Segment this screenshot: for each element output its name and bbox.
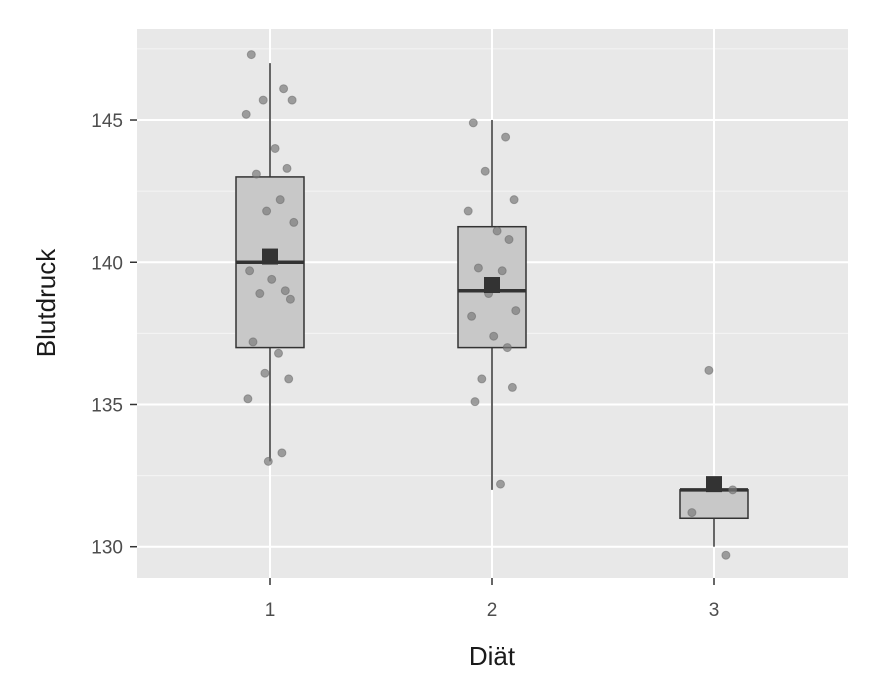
data-point — [262, 206, 272, 216]
data-point — [509, 195, 519, 205]
data-point — [687, 508, 697, 518]
y-axis-title: Blutdruck — [31, 248, 61, 357]
y-tick-label: 130 — [91, 538, 123, 559]
data-point — [284, 374, 294, 384]
x-tick-label: 1 — [265, 600, 276, 621]
mean-marker — [706, 476, 722, 493]
data-point — [275, 195, 285, 205]
data-point — [467, 311, 477, 321]
data-point — [480, 166, 490, 176]
data-point — [728, 485, 738, 495]
data-point — [248, 337, 258, 347]
x-tick-label: 3 — [709, 600, 720, 621]
data-point — [267, 274, 277, 284]
mean-markers-layer — [262, 248, 722, 493]
data-point — [282, 163, 292, 173]
data-point — [507, 382, 517, 392]
data-point — [277, 448, 287, 458]
data-point — [463, 206, 473, 216]
data-point — [245, 266, 255, 276]
data-point — [502, 343, 512, 353]
mean-marker — [484, 277, 500, 294]
data-point — [473, 263, 483, 273]
data-point — [704, 365, 714, 375]
data-point — [263, 456, 273, 466]
data-point — [260, 368, 270, 378]
data-point — [258, 95, 268, 105]
data-point — [274, 348, 283, 358]
data-point — [504, 234, 514, 244]
data-point — [279, 84, 289, 94]
data-point — [497, 266, 507, 276]
data-point — [496, 479, 505, 489]
mean-marker — [262, 248, 278, 265]
data-point — [492, 226, 502, 236]
data-point — [246, 50, 256, 60]
jitter-points-layer — [241, 50, 738, 560]
data-point — [243, 394, 253, 404]
data-point — [280, 286, 290, 296]
data-point — [287, 95, 297, 105]
data-point — [255, 289, 265, 299]
y-tick-label: 140 — [91, 253, 123, 274]
x-tick-label: 2 — [487, 600, 498, 621]
y-tick-label: 135 — [91, 395, 123, 416]
x-axis: 1 2 3 — [265, 578, 720, 621]
x-axis-title: Diät — [469, 641, 516, 671]
data-point — [251, 169, 261, 179]
data-point — [470, 397, 480, 407]
data-point — [241, 109, 251, 119]
data-point — [285, 294, 295, 304]
data-point — [468, 118, 478, 128]
data-point — [270, 143, 280, 153]
data-point — [501, 132, 511, 142]
data-point — [511, 306, 521, 316]
data-point — [289, 217, 299, 227]
y-tick-label: 145 — [91, 111, 123, 132]
data-point — [489, 331, 499, 341]
data-point — [721, 550, 731, 560]
data-point — [477, 374, 487, 384]
y-axis: 130 135 140 145 — [91, 111, 137, 559]
